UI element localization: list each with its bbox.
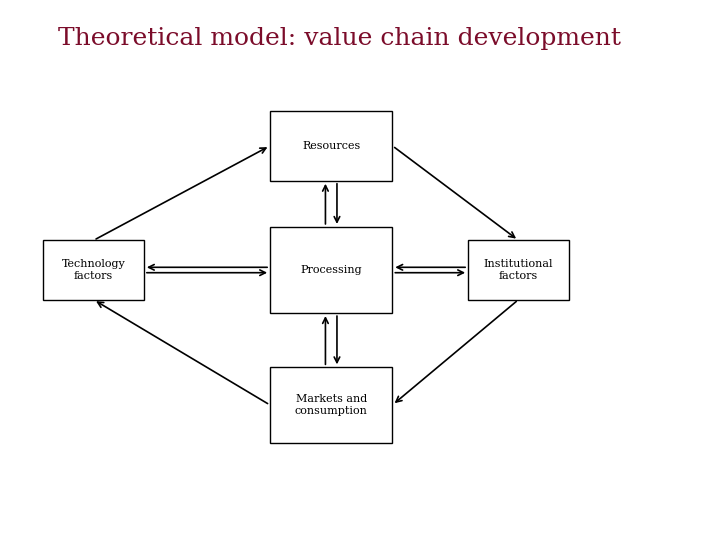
Bar bbox=[270, 227, 392, 313]
Text: Processing: Processing bbox=[300, 265, 362, 275]
Bar bbox=[270, 111, 392, 181]
Text: Resources: Resources bbox=[302, 141, 360, 151]
Text: Theoretical model: value chain development: Theoretical model: value chain developme… bbox=[58, 27, 621, 50]
Bar bbox=[468, 240, 569, 300]
Text: Technology
factors: Technology factors bbox=[62, 259, 125, 281]
Bar bbox=[270, 367, 392, 443]
Text: Markets and
consumption: Markets and consumption bbox=[294, 394, 368, 416]
Text: Institutional
factors: Institutional factors bbox=[484, 259, 553, 281]
Bar bbox=[43, 240, 144, 300]
